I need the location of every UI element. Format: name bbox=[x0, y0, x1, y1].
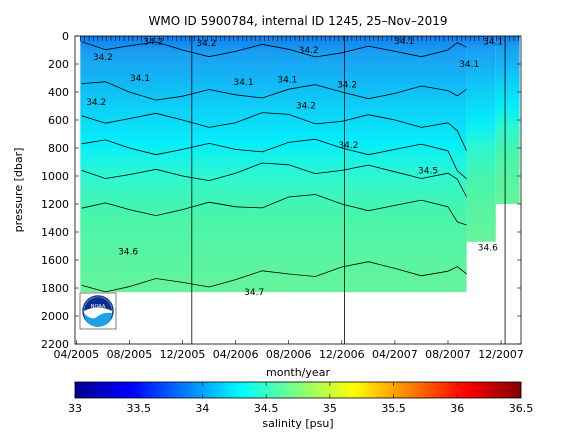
logo-bird bbox=[92, 309, 104, 313]
x-tick-label: 12/2005 bbox=[160, 348, 206, 361]
x-tick-label: 12/2006 bbox=[319, 348, 365, 361]
x-tick-label: 08/2006 bbox=[266, 348, 312, 361]
contour-label-16: 34.7 bbox=[244, 288, 264, 298]
contour-label-7: 34.2 bbox=[337, 80, 357, 90]
contour-label-8: 34.1 bbox=[234, 78, 254, 88]
x-tick-label: 04/2005 bbox=[53, 348, 99, 361]
colorbar-tick-label: 35 bbox=[323, 402, 337, 415]
contour-label-15: 34.6 bbox=[118, 248, 138, 258]
axes-frame bbox=[74, 35, 522, 345]
y-tick-label: 1000 bbox=[41, 170, 69, 183]
salinity-field-late bbox=[495, 36, 520, 204]
contour-label-5: 34.2 bbox=[296, 101, 316, 111]
colorbar-tick-label: 35.5 bbox=[381, 402, 406, 415]
x-tick-label: 04/2007 bbox=[372, 348, 418, 361]
y-tick-label: 600 bbox=[48, 114, 69, 127]
contour-line-34.2 bbox=[81, 81, 467, 101]
contour-label-3: 34.1 bbox=[277, 75, 297, 85]
colorbar-label: salinity [psu] bbox=[262, 417, 333, 430]
contour-line-34.4 bbox=[81, 138, 467, 180]
contour-label-9: 34.2 bbox=[86, 98, 106, 108]
colorbar: 33 33.5 34 34.5 35 35.5 36 36.5 bbox=[68, 381, 534, 415]
y-tick-label: 1200 bbox=[41, 198, 69, 211]
chart-title: WMO ID 5900784, internal ID 1245, 25–Nov… bbox=[149, 14, 448, 28]
x-tick-label: 12/2007 bbox=[478, 348, 524, 361]
x-axis-label: month/year bbox=[266, 366, 330, 379]
y-tick-label: 400 bbox=[48, 86, 69, 99]
x-tick-label: 08/2005 bbox=[107, 348, 153, 361]
y-tick-label: 1400 bbox=[41, 226, 69, 239]
plot-clip-group: 34.2 34.2 34.1 34.1 34.2 34.2 34.1 34.2 34.1 34.2… bbox=[80, 36, 520, 298]
contour-label-14: 34.5 bbox=[418, 166, 438, 176]
colorbar-tick-label: 34.5 bbox=[254, 402, 279, 415]
colorbar-tick-label: 36.5 bbox=[509, 402, 534, 415]
y-tick-label: 800 bbox=[48, 142, 69, 155]
colorbar-gradient bbox=[74, 381, 522, 399]
colorbar-tick-label: 36 bbox=[450, 402, 464, 415]
logo-top bbox=[84, 297, 112, 311]
contour-line-34.1 bbox=[81, 41, 467, 58]
logo-label: NOAA bbox=[91, 304, 106, 310]
x-tick-label: 04/2006 bbox=[213, 348, 259, 361]
colorbar-tick-label: 34 bbox=[195, 402, 209, 415]
colorbar-tick-label: 33 bbox=[68, 402, 82, 415]
y-axis-label: pressure [dbar] bbox=[12, 148, 25, 233]
contour-label-2: 34.1 bbox=[394, 37, 414, 47]
y-tick-label: 0 bbox=[62, 30, 69, 43]
contour-line-34.5 bbox=[81, 162, 467, 198]
contour-label-13: 34.1 bbox=[459, 60, 479, 70]
y-tick-label: 2000 bbox=[41, 310, 69, 323]
contour-label-6: 34.1 bbox=[483, 38, 503, 48]
plot-area: 34.2 34.2 34.1 34.1 34.2 34.2 34.1 34.2 34.1 34.2… bbox=[41, 30, 524, 361]
y-tick-label: 1800 bbox=[41, 282, 69, 295]
logo-bottom-wave bbox=[84, 312, 112, 327]
y-tick-label: 1600 bbox=[41, 254, 69, 267]
contour-line-34.7 bbox=[81, 261, 467, 293]
contour-line-34.6 bbox=[81, 194, 467, 226]
salinity-field-gap-fill bbox=[466, 36, 496, 242]
y-tick-label: 2200 bbox=[41, 338, 69, 351]
contour-label-0: 34.2 bbox=[143, 38, 163, 48]
contour-label-17: 34.6 bbox=[478, 243, 498, 253]
x-tick-label: 08/2007 bbox=[425, 348, 471, 361]
y-tick-label: 200 bbox=[48, 58, 69, 71]
contour-line-34.3 bbox=[81, 112, 467, 151]
noaa-logo: NOAA bbox=[79, 292, 117, 330]
contour-label-10: 34.2 bbox=[93, 53, 113, 63]
contour-label-11: 34.1 bbox=[130, 74, 150, 84]
contour-label-4: 34.2 bbox=[299, 46, 319, 56]
colorbar-tick-label: 33.5 bbox=[126, 402, 151, 415]
contour-label-12: 34.2 bbox=[338, 141, 358, 151]
contour-label-1: 34.2 bbox=[196, 39, 216, 49]
